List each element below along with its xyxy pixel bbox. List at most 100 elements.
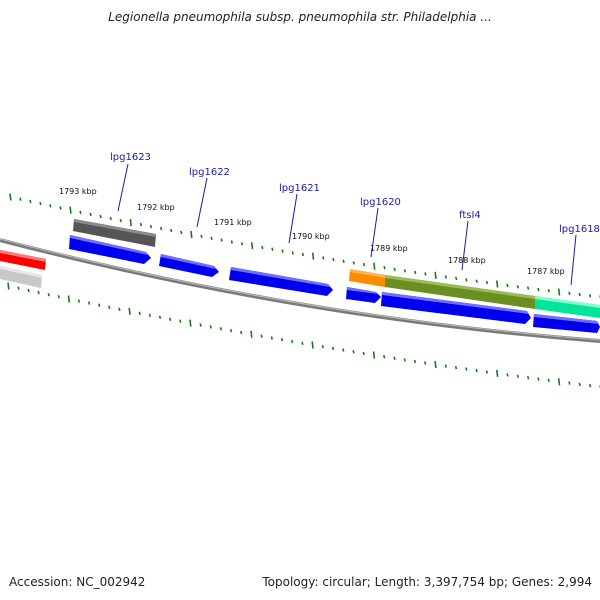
outer-tick [311, 252, 315, 260]
outer-tick [526, 286, 530, 290]
inner-tick [87, 301, 91, 305]
outer-tick [281, 249, 284, 253]
inner-tick [496, 369, 499, 377]
inner-tick [465, 367, 468, 371]
outer-tick [568, 291, 571, 296]
cds-ftsI4[interactable] [381, 292, 531, 324]
outer-tick [516, 285, 519, 289]
outer-tick [129, 219, 132, 227]
map-title: Legionella pneumophila subsp. pneumophil… [108, 10, 492, 24]
inner-tick [27, 288, 30, 293]
gene-label-ftsI4[interactable]: ftsI4 [459, 210, 481, 221]
inner-tick [424, 361, 427, 365]
gene-label-lpg1618[interactable]: lpg1618 [559, 224, 600, 235]
outer-tick [547, 288, 550, 293]
outer-tick [485, 280, 489, 285]
outer-tick [352, 261, 355, 265]
feature-gray-dark[interactable] [73, 219, 156, 247]
inner-tick [311, 341, 314, 349]
inner-tick [47, 292, 50, 297]
inner-tick [352, 350, 355, 354]
inner-tick [485, 370, 489, 374]
inner-tick [588, 383, 592, 388]
inner-tick [280, 337, 284, 342]
outer-tick [557, 288, 561, 296]
outer-tick [180, 230, 183, 235]
inner-tick [77, 299, 81, 303]
ruler-label-1793: 1793 kbp [59, 187, 97, 196]
leader-lpg1622 [196, 177, 208, 228]
inner-tick [189, 319, 192, 327]
inner-tick [434, 360, 437, 369]
accession-text: Accession: NC_002942 [9, 575, 146, 589]
outer-tick [200, 234, 203, 239]
outer-tick [190, 230, 193, 239]
inner-tick [444, 364, 447, 368]
outer-tick [434, 271, 437, 279]
ruler-label-1787: 1787 kbp [527, 267, 565, 276]
inner-tick [506, 373, 509, 377]
feature-gray-light[interactable] [0, 266, 42, 288]
outer-tick [59, 206, 62, 210]
cds-lpg1621[interactable] [229, 267, 333, 296]
ruler-label-1792: 1792 kbp [137, 203, 175, 212]
inner-tick [270, 336, 273, 340]
inner-tick [7, 282, 10, 290]
leader-lpg1620 [370, 207, 379, 258]
inner-tick [413, 359, 417, 364]
feature-teal[interactable] [535, 296, 600, 318]
outer-tick [170, 228, 173, 233]
cds-lpg1618[interactable] [533, 314, 600, 333]
outer-tick [444, 275, 448, 279]
outer-tick [496, 280, 499, 288]
inner-tick [331, 346, 335, 351]
outer-tick [119, 218, 122, 223]
inner-tick [578, 382, 581, 387]
inner-tick [148, 313, 151, 318]
leader-lpg1621 [288, 193, 298, 244]
gene-label-lpg1620[interactable]: lpg1620 [360, 197, 401, 208]
inner-tick [547, 378, 550, 383]
outer-tick [69, 206, 72, 214]
inner-tick [526, 375, 530, 380]
gene-label-lpg1623[interactable]: lpg1623 [110, 152, 151, 163]
outer-tick [373, 262, 376, 270]
feature-olive[interactable] [385, 275, 535, 309]
inner-tick [403, 358, 406, 362]
inner-tick [321, 344, 324, 349]
inner-tick [301, 341, 304, 346]
outer-tick [89, 212, 92, 217]
inner-tick [240, 330, 243, 335]
inner-tick [393, 356, 396, 361]
outer-tick [475, 279, 478, 283]
outer-tick [506, 283, 509, 288]
inner-tick [454, 365, 458, 370]
gene-label-lpg1622[interactable]: lpg1622 [189, 167, 230, 178]
outer-tick [271, 247, 274, 251]
inner-tick [568, 381, 571, 385]
outer-tick [109, 216, 112, 221]
inner-tick [179, 319, 182, 323]
outer-tick [240, 242, 244, 246]
topology-text: Topology: circular; Length: 3,397,754 bp… [262, 575, 592, 589]
outer-tick [455, 276, 458, 281]
outer-tick [79, 210, 82, 215]
outer-tick [210, 236, 213, 241]
genome-backbone [0, 238, 600, 343]
outer-tick [39, 201, 42, 206]
inner-tick [199, 323, 202, 327]
outer-tick [159, 226, 163, 231]
inner-tick [138, 311, 141, 316]
inner-tick [537, 377, 540, 381]
leader-lpg1623 [117, 163, 129, 212]
outer-tick [261, 245, 264, 250]
outer-tick [29, 199, 32, 204]
outer-tick-track [9, 193, 600, 299]
gene-label-lpg1621[interactable]: lpg1621 [279, 183, 320, 194]
outer-tick [342, 259, 345, 264]
outer-tick [291, 251, 294, 255]
outer-tick [99, 214, 102, 219]
inner-tick [57, 295, 60, 299]
inner-tick [17, 286, 20, 290]
